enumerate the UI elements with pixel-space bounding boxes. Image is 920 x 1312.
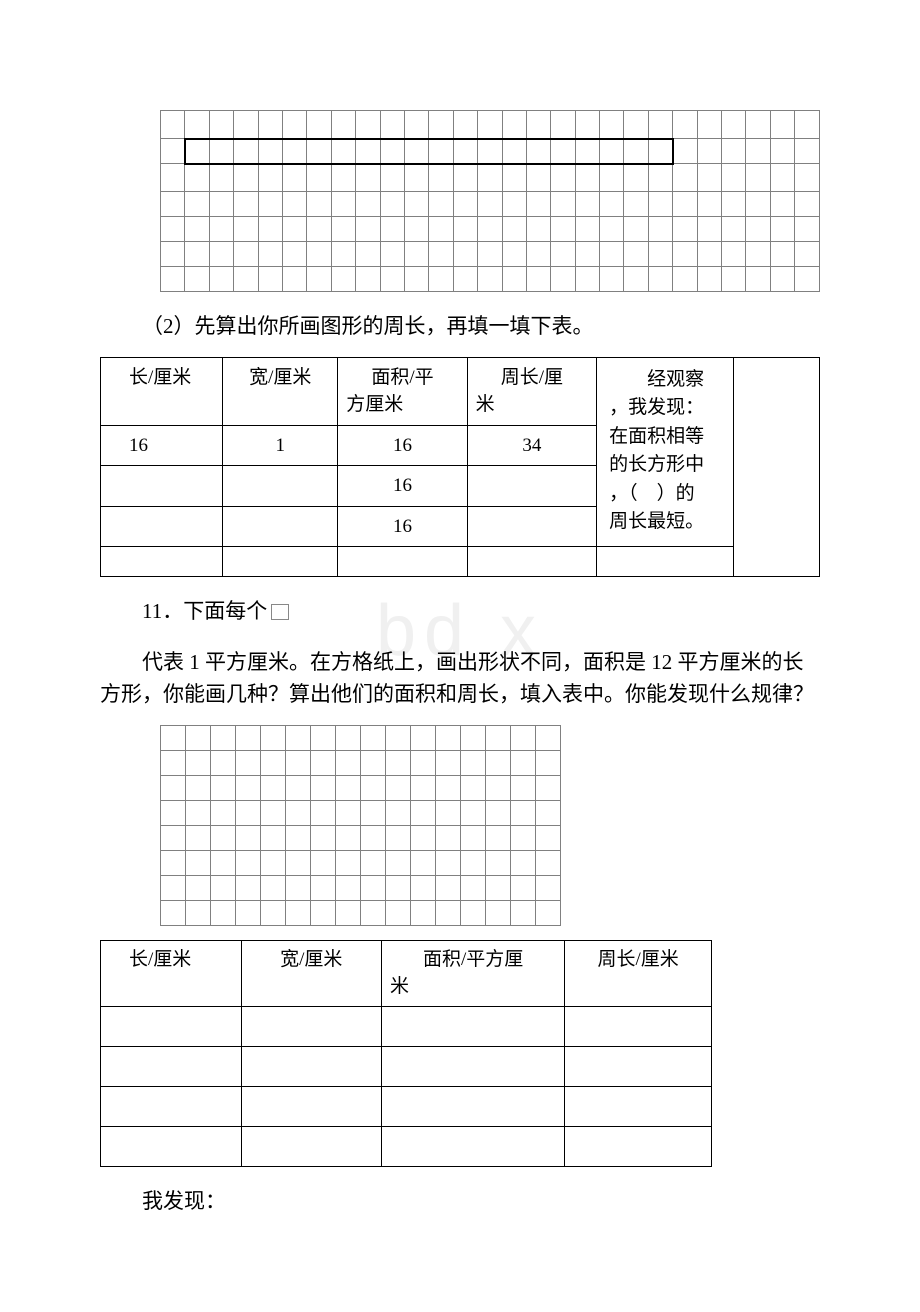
grid-paper-1 xyxy=(160,110,820,292)
question-11-body: 代表 1 平方厘米。在方格纸上，画出形状不同，面积是 12 平方厘米的长方形，你… xyxy=(100,646,820,711)
t1-h4: 周长/厘 米 xyxy=(467,357,596,425)
t1-h3: 面积/平 方厘米 xyxy=(338,357,467,425)
footer-text: 我发现： xyxy=(100,1185,820,1218)
table-1: 长/厘米 宽/厘米 面积/平 方厘米 周长/厘 米 经观察 ，我发现： 在面积相… xyxy=(100,357,820,578)
t1-h2: 宽/厘米 xyxy=(223,357,338,425)
t1-h1: 长/厘米 xyxy=(101,357,223,425)
question-11-line1: 11．下面每个 xyxy=(100,595,820,628)
t1-merge-observation: 经观察 ，我发现： 在面积相等 的长方形中 ，（ ）的 周长最短。 xyxy=(597,357,734,547)
table-row xyxy=(101,1007,712,1047)
t2-h4: 周长/厘米 xyxy=(565,940,712,1006)
t2-h2: 宽/厘米 xyxy=(241,940,382,1006)
table-row xyxy=(101,1087,712,1127)
table-row xyxy=(101,547,820,577)
square-icon xyxy=(271,604,289,620)
t1-rightblank xyxy=(733,357,819,577)
table-row xyxy=(101,1047,712,1087)
t2-h3: 面积/平方厘 米 xyxy=(382,940,565,1006)
table-row xyxy=(101,1127,712,1167)
grid-paper-2 xyxy=(160,725,820,926)
t2-h1: 长/厘米 xyxy=(101,940,242,1006)
table-2: 长/厘米 宽/厘米 面积/平方厘 米 周长/厘米 xyxy=(100,940,712,1167)
question-2-text: （2）先算出你所画图形的周长，再填一填下表。 xyxy=(100,310,820,343)
